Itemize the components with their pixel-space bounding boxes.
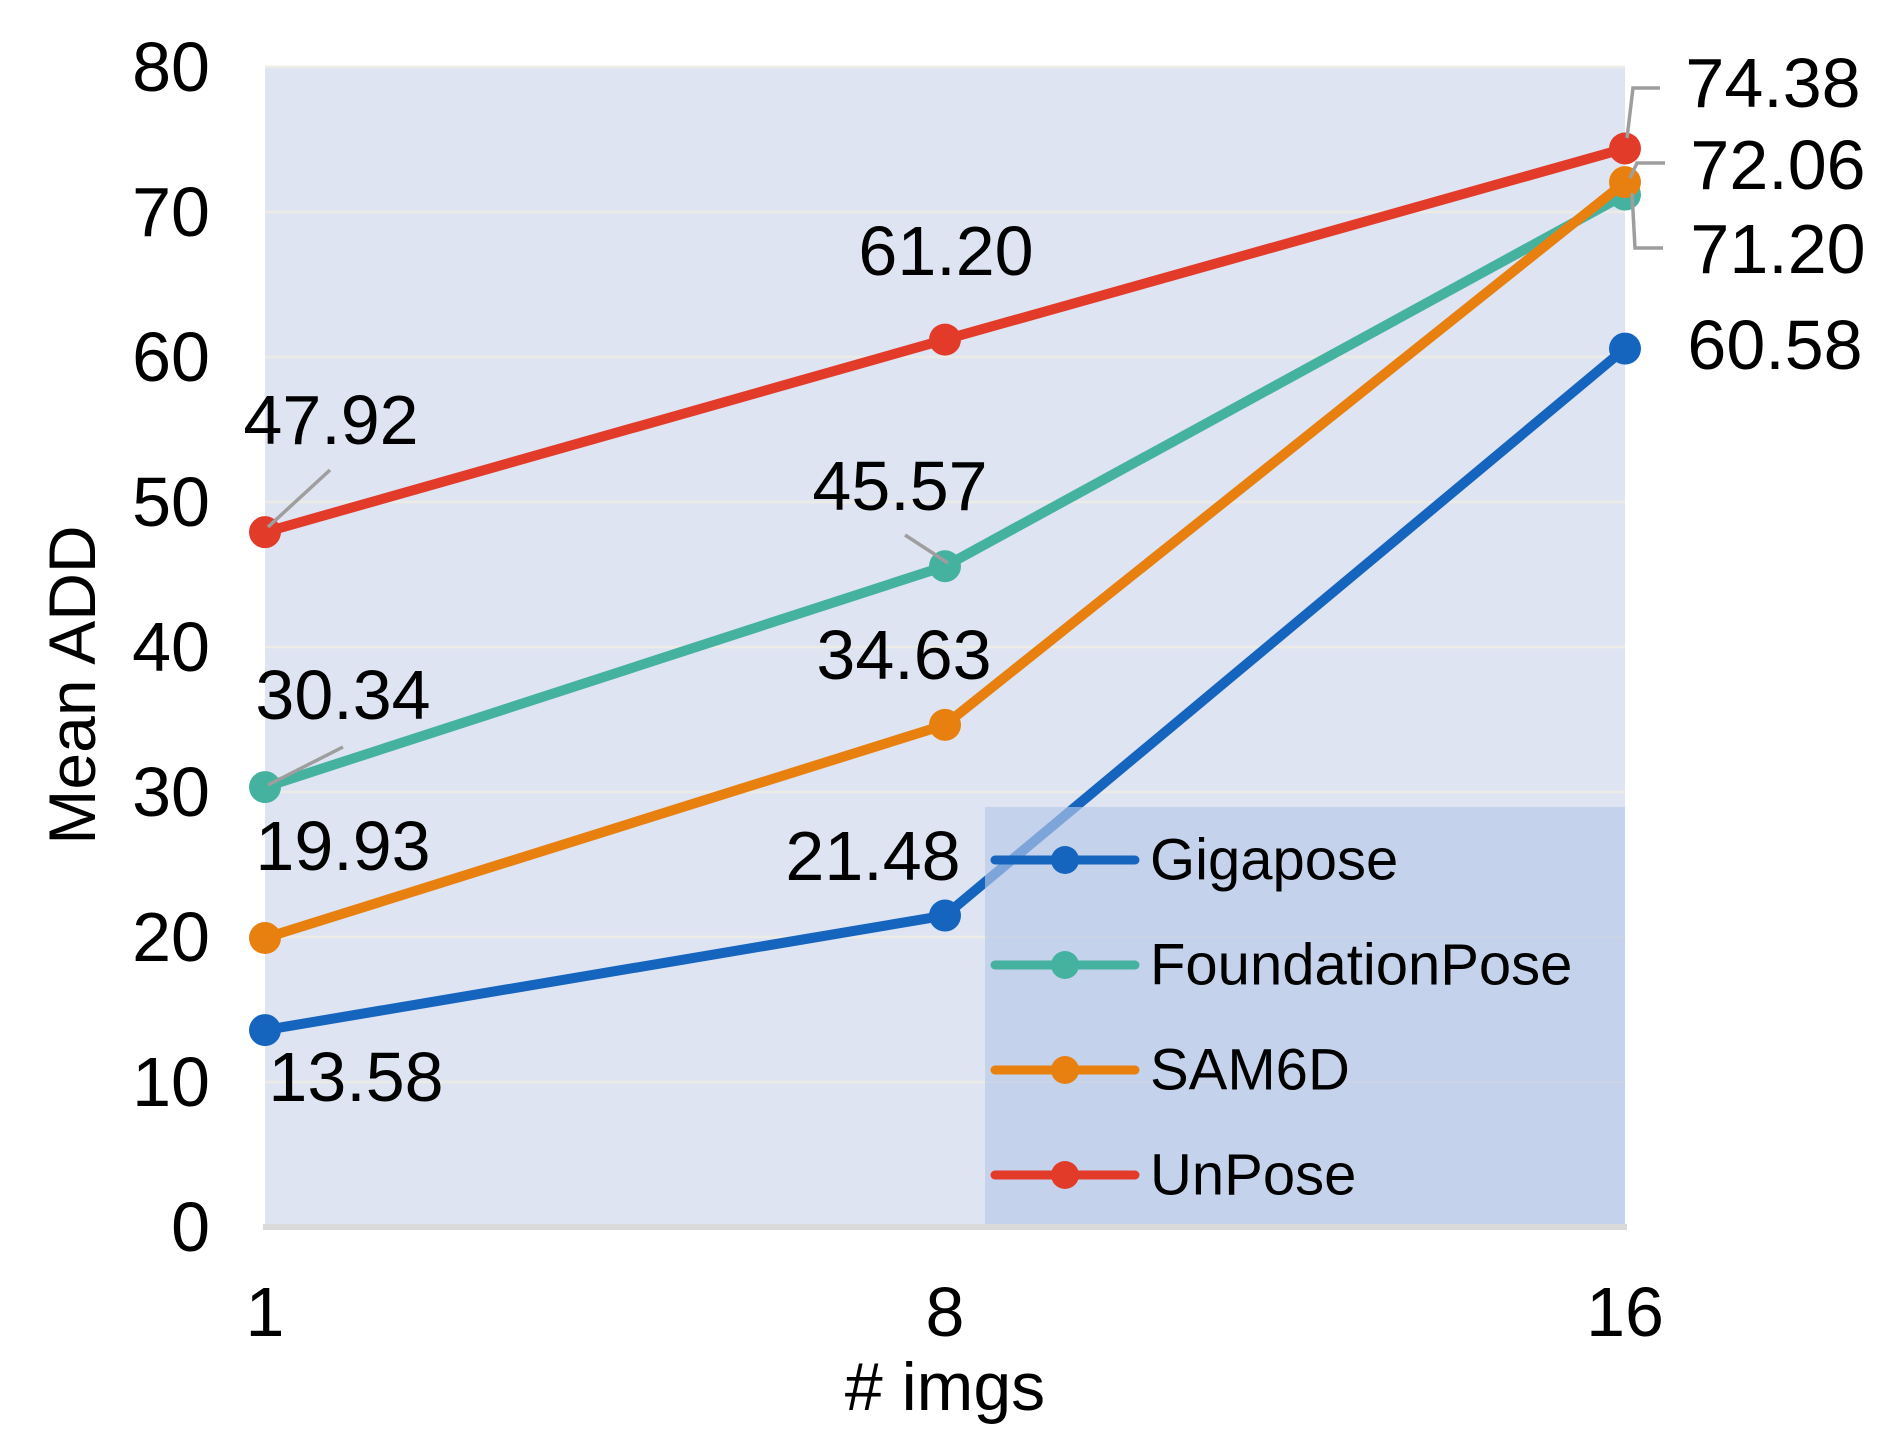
data-label-unpose-x1: 47.92 [243, 381, 418, 459]
data-point-sam6d-x8 [929, 708, 961, 741]
legend-marker-dot-unpose [1051, 1161, 1079, 1189]
legend-label-foundationpose: FoundationPose [1150, 933, 1572, 998]
data-point-sam6d-x16 [1609, 166, 1641, 199]
data-label-unpose-x16: 74.38 [1685, 44, 1860, 122]
y-tick-label-60: 60 [132, 318, 210, 396]
legend-marker-dot-foundationpose [1051, 951, 1079, 979]
x-tick-label-16: 16 [1586, 1273, 1664, 1351]
data-label-sam6d-x8: 34.63 [816, 616, 991, 694]
data-point-gigapose-x16 [1609, 332, 1641, 365]
y-tick-label-40: 40 [132, 608, 210, 686]
x-axis-title: # imgs [845, 1349, 1045, 1425]
data-label-sam6d-x1: 19.93 [255, 807, 430, 885]
y-axis-title: Mean ADD [35, 525, 109, 844]
label-leader-line-0 [266, 468, 332, 529]
data-label-gigapose-x16: 60.58 [1687, 306, 1862, 384]
data-point-unpose-x16 [1609, 132, 1641, 165]
x-tick-label-1: 1 [246, 1273, 285, 1351]
data-label-foundationpose-x1: 30.34 [255, 656, 430, 734]
y-tick-label-20: 20 [132, 898, 210, 976]
legend-marker-dot-sam6d [1051, 1056, 1079, 1084]
y-tick-label-80: 80 [132, 28, 210, 106]
data-point-unpose-x8 [929, 323, 961, 356]
legend-marker-dot-gigapose [1051, 846, 1079, 874]
x-tick-label-8: 8 [926, 1273, 965, 1351]
data-point-gigapose-x1 [249, 1014, 281, 1047]
label-leader-line-4 [1628, 161, 1665, 179]
y-tick-label-0: 0 [171, 1188, 210, 1266]
data-label-sam6d-x16: 72.06 [1690, 126, 1865, 204]
y-tick-label-10: 10 [132, 1043, 210, 1121]
data-point-gigapose-x8 [929, 899, 961, 932]
data-label-unpose-x8: 61.20 [858, 212, 1033, 290]
label-leader-line-2 [904, 533, 949, 565]
data-label-foundationpose-x8: 45.57 [812, 447, 987, 525]
label-leader-line-5 [1630, 192, 1663, 250]
data-label-gigapose-x8: 21.48 [785, 817, 960, 895]
data-label-gigapose-x1: 13.58 [268, 1038, 443, 1116]
y-tick-label-70: 70 [132, 173, 210, 251]
data-point-foundationpose-x1 [249, 771, 281, 804]
data-label-foundationpose-x16: 71.20 [1690, 210, 1865, 288]
legend-label-unpose: UnPose [1150, 1143, 1356, 1208]
label-leader-line-3 [1625, 86, 1660, 139]
legend-label-gigapose: Gigapose [1150, 828, 1398, 893]
label-leader-line-1 [267, 745, 344, 787]
y-tick-label-30: 30 [132, 753, 210, 831]
y-tick-label-50: 50 [132, 463, 210, 541]
data-point-foundationpose-x8 [929, 550, 961, 583]
legend-box [985, 807, 1625, 1227]
data-point-sam6d-x1 [249, 922, 281, 955]
legend-label-sam6d: SAM6D [1150, 1038, 1350, 1103]
